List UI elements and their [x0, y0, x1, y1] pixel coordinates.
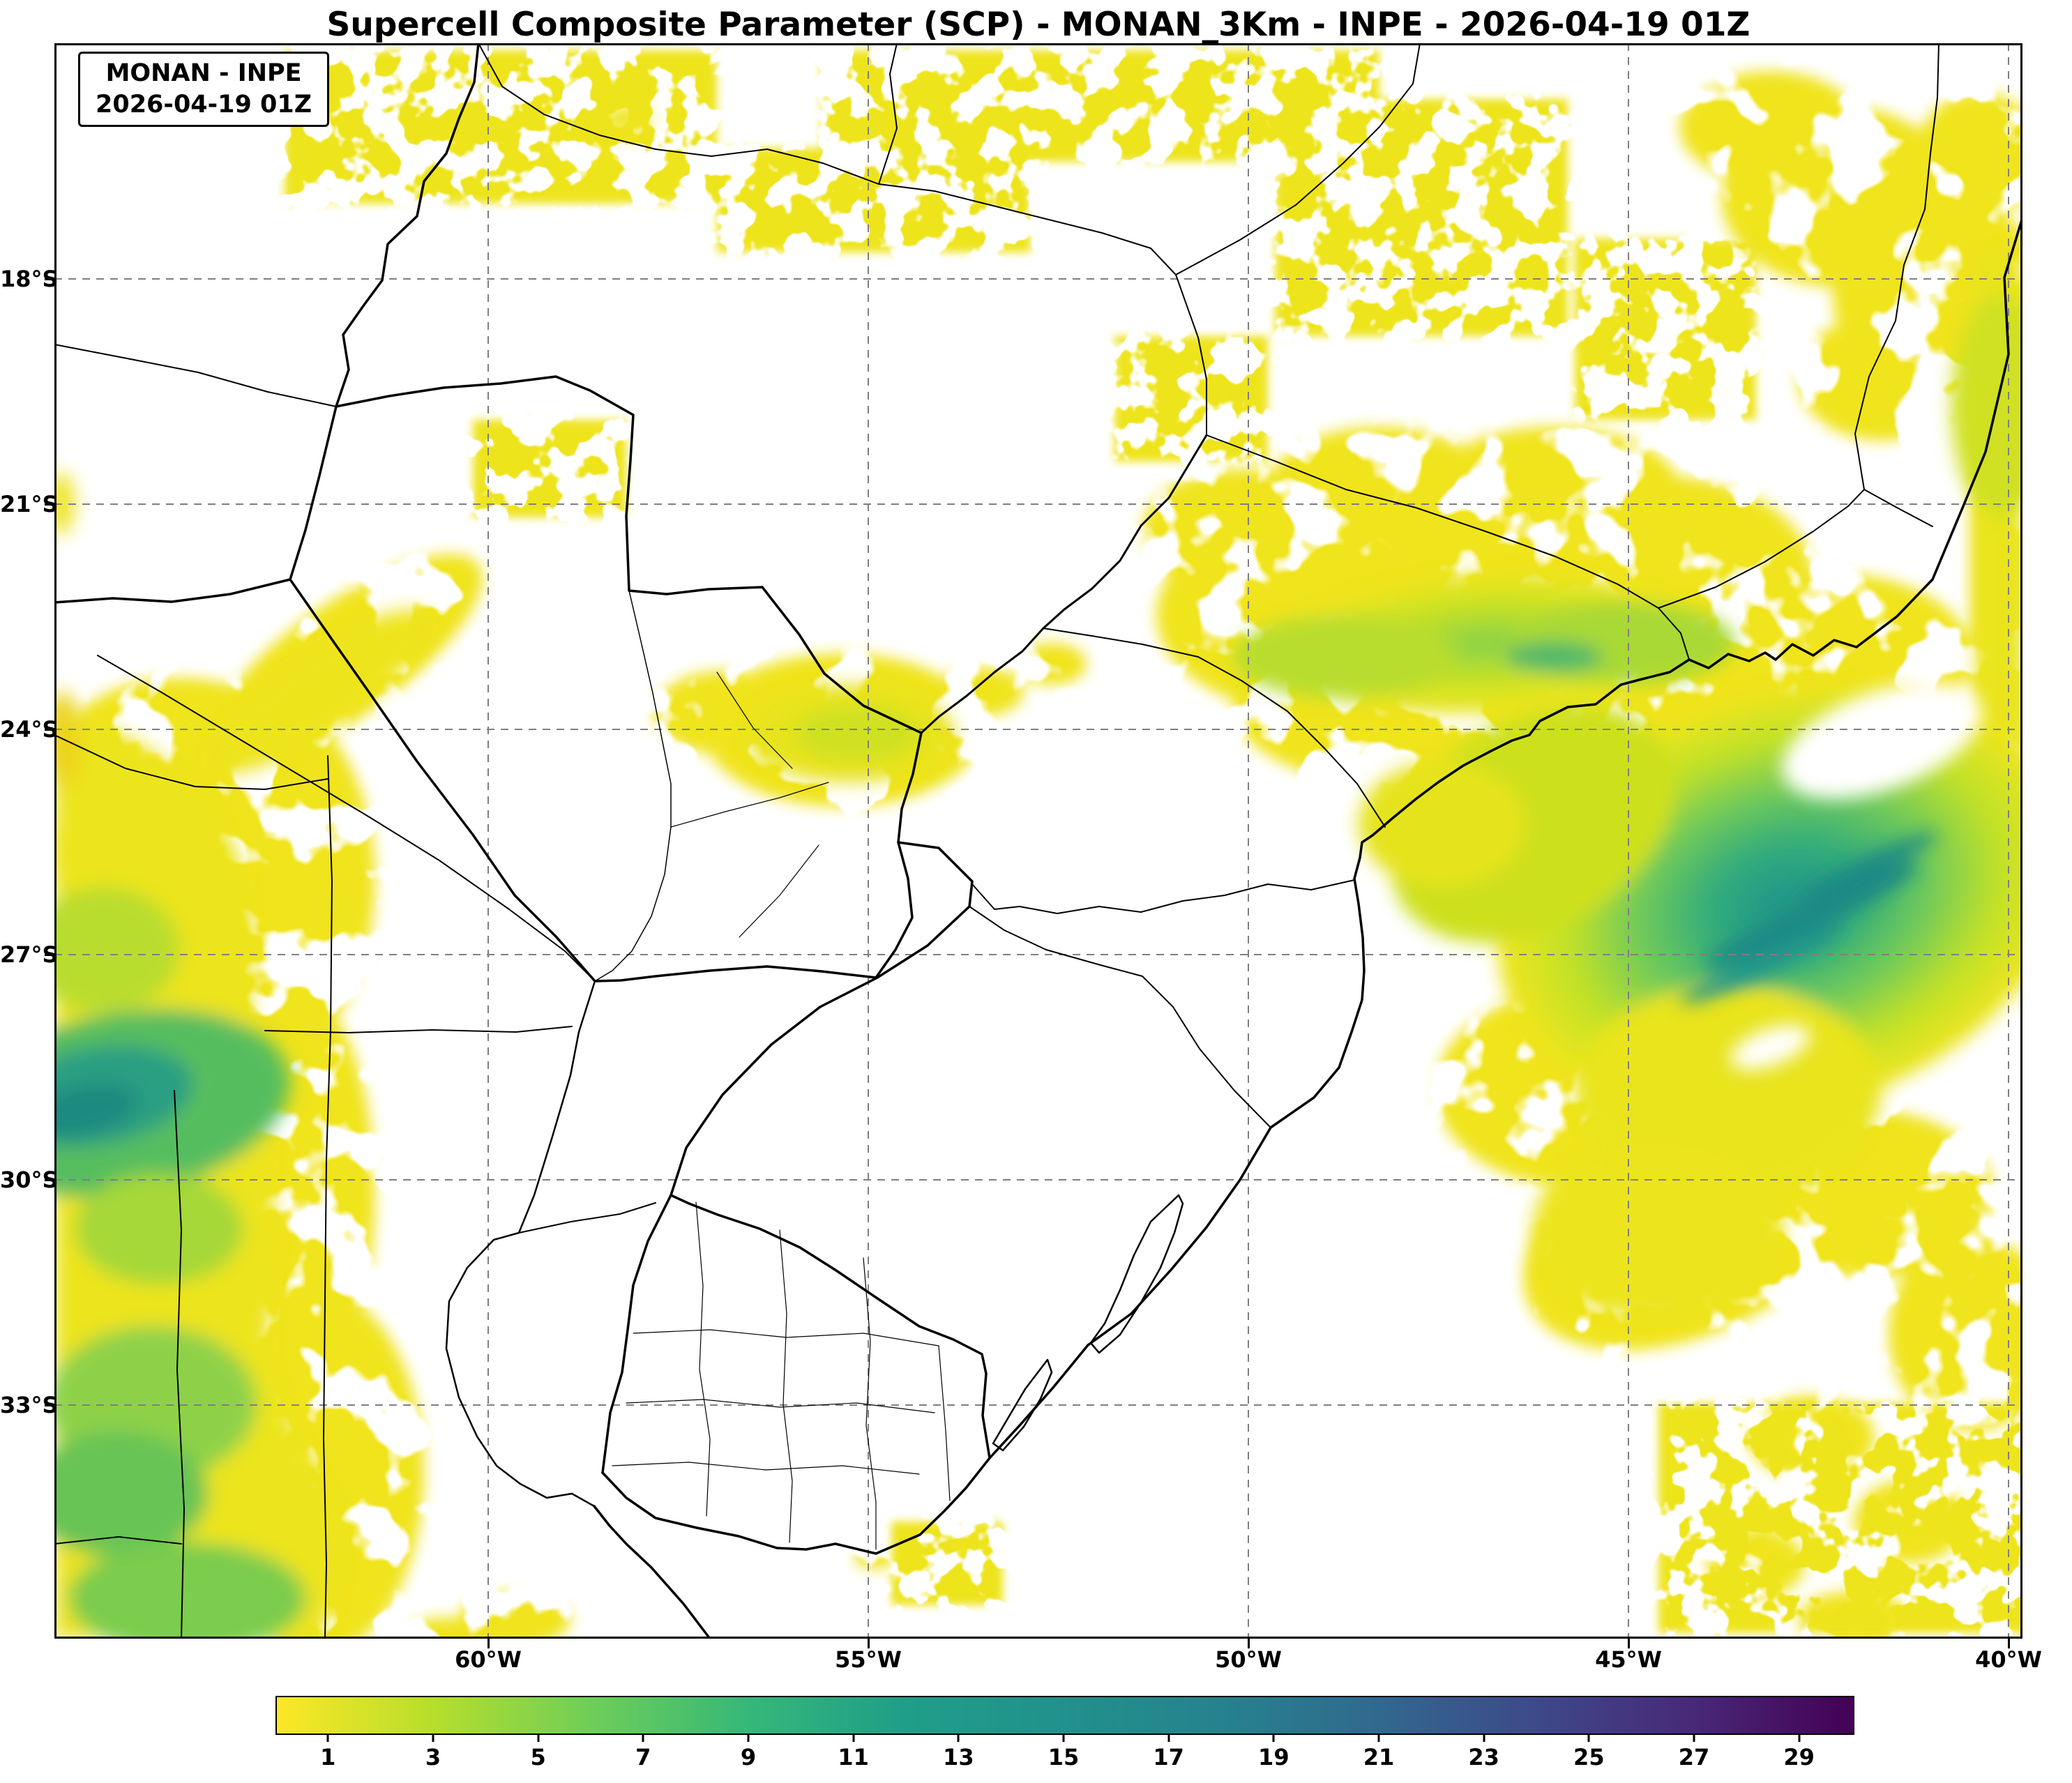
colorbar-tick-label: 27: [1678, 1744, 1710, 1770]
colorbar-tick-marks: [275, 1734, 1852, 1743]
y-axis-tick-18s: 18°S: [0, 266, 59, 292]
colorbar-tick-label: 25: [1573, 1744, 1605, 1770]
model-valid-time: 2026-04-19 01Z: [96, 91, 312, 119]
y-axis-tick-33s: 33°S: [0, 1392, 59, 1418]
colorbar-tick-label: 3: [425, 1744, 441, 1770]
x-axis-tick-60w: 60°W: [455, 1646, 522, 1673]
x-axis-tick-50w: 50°W: [1215, 1646, 1282, 1673]
coastline: [601, 216, 2022, 1555]
colorbar-tick-label: 23: [1468, 1744, 1499, 1770]
colorbar-tick-label: 15: [1048, 1744, 1080, 1770]
map-plot: [54, 43, 2022, 1639]
country-state-borders: [54, 43, 2022, 1639]
x-axis-tick-40w: 40°W: [1975, 1646, 2042, 1673]
y-axis-tick-27s: 27°S: [0, 941, 59, 968]
colorbar-tick-label: 17: [1153, 1744, 1184, 1770]
colorbar-tick-label: 9: [740, 1744, 757, 1770]
y-axis-tick-24s: 24°S: [0, 716, 59, 743]
colorbar-labels: 1 3 5 7 9 11 13 15 17 19 21 23 25 27 29: [275, 1743, 1852, 1771]
model-name: MONAN - INPE: [105, 59, 302, 87]
colorbar-tick-label: 19: [1258, 1744, 1290, 1770]
paraguay-border: [289, 375, 923, 982]
colorbar-gradient: [275, 1696, 1854, 1735]
x-axis-tick-45w: 45°W: [1595, 1646, 1662, 1673]
y-axis-tick-21s: 21°S: [0, 491, 59, 517]
colorbar-tick-label: 5: [530, 1744, 546, 1770]
map-svg: [54, 43, 2022, 1639]
x-axis-tick-55w: 55°W: [835, 1646, 902, 1673]
plot-frame: [54, 43, 2022, 1639]
colorbar-tick-label: 1: [320, 1744, 336, 1770]
colorbar-tick-label: 11: [838, 1744, 869, 1770]
colorbar-tick-label: 13: [943, 1744, 974, 1770]
lagoa-mirim: [992, 1358, 1053, 1452]
colorbar-tick-label: 29: [1783, 1744, 1815, 1770]
lagoa-dos-patos: [1089, 1194, 1184, 1354]
figure-title: Supercell Composite Parameter (SCP) - MO…: [326, 6, 1750, 44]
colorbar-tick-label: 7: [635, 1744, 651, 1770]
uruguay-departments: [612, 1201, 951, 1550]
y-axis-tick-30s: 30°S: [0, 1167, 59, 1193]
model-info-box: MONAN - INPE 2026-04-19 01Z: [78, 52, 330, 127]
colorbar-tick-label: 21: [1363, 1744, 1395, 1770]
scp-field-layer: [54, 50, 2022, 1639]
